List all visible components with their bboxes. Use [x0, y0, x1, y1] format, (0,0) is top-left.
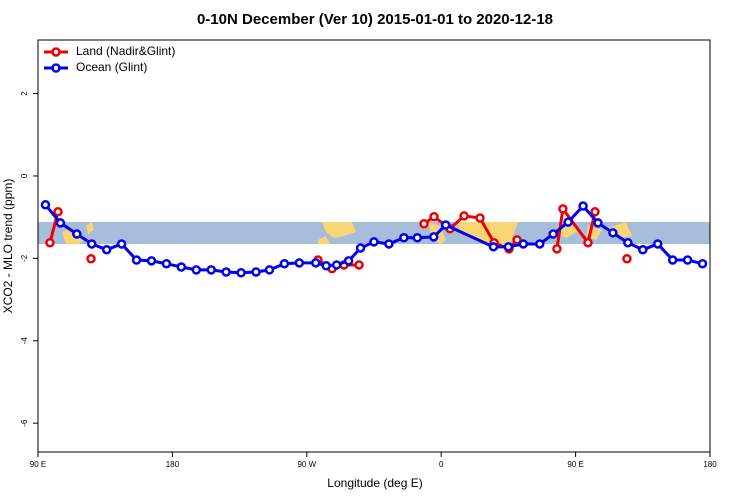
land-patch	[318, 222, 356, 244]
point	[101, 244, 112, 255]
point	[475, 213, 485, 223]
legend-label: Land (Nadir&Glint)	[76, 44, 175, 58]
point	[131, 255, 142, 265]
point	[459, 211, 469, 221]
x-tick-label: 0	[439, 460, 444, 469]
point	[518, 239, 529, 249]
point	[399, 233, 409, 243]
x-tick-label: 180	[166, 460, 180, 469]
y-axis-label: XCO2 - MLO trend (ppm)	[1, 179, 15, 314]
point	[72, 229, 82, 239]
point	[294, 258, 305, 268]
point	[221, 267, 231, 277]
point	[667, 255, 678, 265]
x-axis-label: Longitude (deg E)	[327, 476, 422, 490]
point	[321, 261, 331, 271]
point	[583, 237, 593, 248]
point	[622, 254, 632, 264]
point	[116, 239, 127, 249]
chart-title: 0-10N December (Ver 10) 2015-01-01 to 20…	[197, 11, 553, 28]
point	[146, 256, 157, 266]
point	[488, 242, 499, 252]
point	[369, 237, 379, 247]
point	[558, 204, 568, 214]
point	[590, 207, 600, 217]
point	[331, 260, 342, 270]
point	[412, 233, 423, 243]
legend-label: Ocean (Glint)	[76, 60, 147, 74]
point	[440, 220, 451, 230]
point	[384, 239, 394, 249]
point	[55, 218, 66, 228]
point	[503, 242, 514, 252]
y-tick-label: -6	[20, 419, 29, 427]
point	[40, 200, 51, 210]
point	[552, 244, 562, 254]
point	[45, 237, 55, 248]
point	[236, 268, 246, 278]
point	[608, 228, 618, 238]
point	[697, 258, 708, 269]
point	[682, 255, 693, 265]
point	[355, 243, 366, 253]
point	[251, 267, 261, 277]
point	[638, 244, 648, 255]
point	[86, 254, 96, 264]
point	[578, 201, 588, 211]
y-tick-label: 2	[20, 91, 29, 96]
y-tick-label: -4	[20, 337, 29, 345]
point	[206, 265, 216, 275]
point	[87, 239, 97, 249]
point	[593, 218, 603, 228]
point	[429, 211, 439, 222]
ocean-band	[38, 222, 710, 244]
x-tick-label: 180	[703, 460, 717, 469]
point	[512, 235, 522, 245]
point	[191, 265, 202, 275]
point	[419, 219, 429, 229]
point	[652, 239, 663, 249]
y-tick-label: 0	[20, 173, 29, 178]
point	[264, 265, 275, 275]
point	[563, 217, 573, 227]
point	[279, 258, 290, 269]
legend-marker	[51, 47, 61, 57]
plot-frame	[37, 39, 711, 453]
point	[548, 229, 558, 239]
point	[623, 237, 633, 248]
legend-marker	[51, 63, 61, 73]
point	[161, 258, 172, 269]
x-tick-label: 90 W	[297, 460, 316, 469]
y-tick-label: -2	[20, 254, 29, 262]
point	[428, 232, 439, 242]
land-patch	[62, 222, 94, 244]
point	[53, 207, 63, 217]
x-tick-label: 90 E	[30, 460, 46, 469]
x-tick-label: 90 E	[567, 460, 583, 469]
point	[354, 260, 364, 270]
point	[176, 262, 187, 272]
point	[535, 239, 545, 249]
point	[343, 256, 354, 266]
point	[311, 258, 321, 268]
